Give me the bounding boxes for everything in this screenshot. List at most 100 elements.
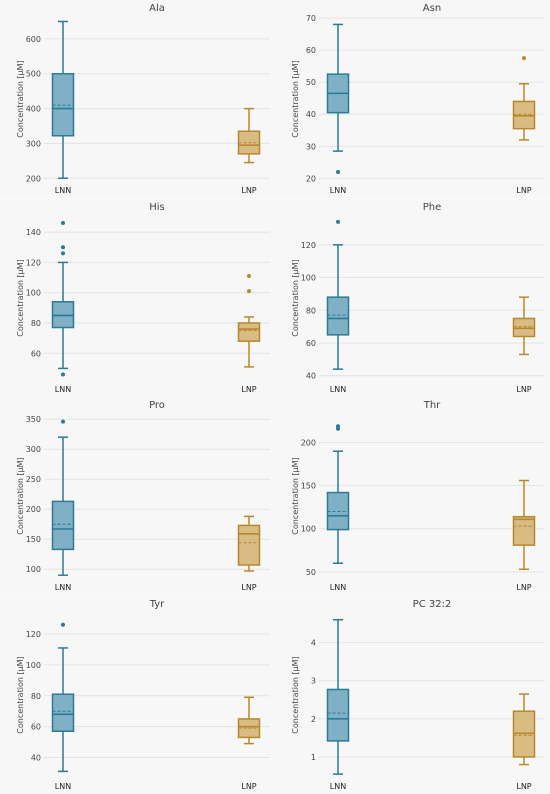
x-category-label: LNP [516,186,531,195]
outlier-point [522,56,526,61]
chart-title: Tyr [149,599,165,610]
y-axis-label: Concentration [µM] [291,60,300,137]
y-tick-label: 60 [31,722,41,731]
iqr-box [512,317,536,337]
panel-background [0,595,275,794]
y-axis-label: Concentration [µM] [16,259,25,336]
x-category-label: LNN [330,186,346,195]
y-tick-label: 200 [301,439,316,448]
y-tick-label: 60 [306,46,316,55]
box-lnn [326,219,350,370]
box-lnn [326,618,350,775]
chart-panel-thr: Thr Concentration [µM] 50 100 150 200 LNN LNP [275,397,550,596]
y-tick-label: 100 [26,565,41,574]
outlier-point [247,273,251,278]
y-tick-label: 300 [26,445,41,454]
y-tick-label: 60 [306,339,316,348]
outlier-point [61,250,65,255]
iqr-box [512,100,536,130]
y-tick-label: 80 [31,691,41,700]
y-tick-label: 20 [306,174,316,183]
y-tick-label: 300 [26,139,41,148]
chart-title: Pro [149,400,165,411]
y-tick-label: 100 [301,525,316,534]
box-lnp [237,273,261,368]
outlier-point [61,220,65,225]
chart-panel-asn: Asn Concentration [µM] 20 30 40 50 60 70 LNN LNP [275,0,550,199]
x-category-label: LNP [241,583,256,592]
panel-background [275,595,550,794]
y-tick-label: 100 [26,660,41,669]
iqr-box [326,688,350,742]
y-axis-label: Concentration [µM] [16,457,25,534]
y-tick-label: 100 [26,288,41,297]
x-category-label: LNP [241,385,256,394]
y-tick-label: 50 [306,568,316,577]
y-tick-label: 4 [311,638,316,647]
chart-panel-pc-32-2: PC 32:2 Concentration [µM] 1 2 3 4 LNN LNP [275,595,550,794]
box-lnn [51,622,75,772]
y-tick-label: 200 [26,505,41,514]
box-lnp [237,107,261,164]
panel-background [0,0,275,199]
x-category-label: LNP [516,782,531,791]
x-category-label: LNN [55,782,71,791]
y-tick-label: 400 [26,105,41,114]
y-tick-label: 50 [306,78,316,87]
box-lnn [51,20,75,180]
box-lnp [512,56,536,141]
x-category-label: LNN [55,385,71,394]
panel-background [275,397,550,596]
y-tick-label: 1 [311,752,316,761]
panel-background [275,198,550,397]
box-lnn [326,424,350,564]
y-tick-label: 40 [306,110,316,119]
iqr-box [512,515,536,546]
y-tick-label: 60 [31,349,41,358]
box-lnn [326,23,350,174]
y-axis-label: Concentration [µM] [16,60,25,137]
x-category-label: LNP [516,583,531,592]
y-tick-label: 2 [311,714,316,723]
iqr-box [326,295,350,336]
y-tick-label: 70 [306,14,316,23]
y-axis-label: Concentration [µM] [291,259,300,336]
iqr-box [51,692,75,732]
y-tick-label: 200 [26,174,41,183]
panel-background [275,0,550,199]
x-category-label: LNN [330,385,346,394]
y-tick-label: 100 [301,273,316,282]
y-tick-label: 600 [26,35,41,44]
chart-title: His [149,202,165,213]
iqr-box [237,524,261,566]
panel-background [0,397,275,596]
chart-panel-ala: Ala Concentration [µM] 200 300 400 500 600 LNN L… [0,0,275,199]
box-lnp [512,479,536,570]
y-tick-label: 120 [26,630,41,639]
x-category-label: LNP [516,385,531,394]
chart-title: Asn [423,3,441,14]
outlier-point [61,419,65,424]
y-tick-label: 120 [26,258,41,267]
y-axis-label: Concentration [µM] [291,457,300,534]
y-tick-label: 150 [301,482,316,491]
chart-panel-pro: Pro Concentration [µM] 100 150 200 250 300 350 L… [0,397,275,596]
y-tick-label: 350 [26,415,41,424]
x-category-label: LNN [330,782,346,791]
outlier-point [336,169,340,174]
y-tick-label: 80 [306,306,316,315]
y-tick-label: 40 [31,753,41,762]
box-lnn [51,419,75,576]
outlier-point [336,219,340,224]
chart-title: PC 32:2 [413,599,452,610]
y-axis-label: Concentration [µM] [16,656,25,733]
panel-background [0,198,275,397]
box-lnp [237,515,261,572]
y-tick-label: 120 [301,240,316,249]
y-axis-label: Concentration [µM] [291,656,300,733]
y-tick-label: 150 [26,535,41,544]
outlier-point [61,371,65,376]
outlier-point [336,424,340,429]
y-tick-label: 3 [311,676,316,685]
